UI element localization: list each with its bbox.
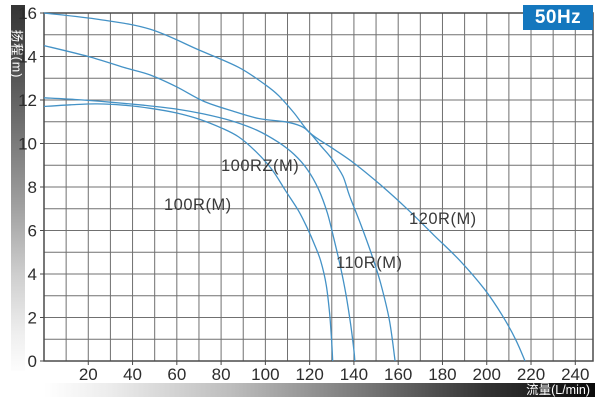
y-tick-label: 12 <box>18 91 37 110</box>
curve-label-110R(M): 110R(M) <box>336 254 403 272</box>
y-tick-label: 4 <box>28 265 37 284</box>
x-tick-label: 40 <box>123 365 142 384</box>
x-tick-label: 120 <box>295 365 323 384</box>
pump-curve-120R(M) <box>43 12 526 362</box>
x-tick-label: 80 <box>212 365 231 384</box>
y-axis-title-bar: 扬程(m) <box>10 5 25 371</box>
pump-curve-100RZ(M) <box>43 97 356 362</box>
y-tick-label: 0 <box>28 352 37 371</box>
y-tick-label: 10 <box>18 135 37 154</box>
x-tick-label: 200 <box>473 365 501 384</box>
x-tick-label: 180 <box>428 365 456 384</box>
x-tick-label: 220 <box>517 365 545 384</box>
x-axis-title: 流量(L/min) <box>526 383 590 397</box>
x-tick-label: 240 <box>561 365 589 384</box>
y-tick-label: 8 <box>28 178 37 197</box>
x-tick-label: 140 <box>340 365 368 384</box>
curve-label-120R(M): 120R(M) <box>409 210 477 228</box>
x-tick-label: 160 <box>384 365 412 384</box>
x-tick-label: 100 <box>251 365 279 384</box>
y-tick-label: 2 <box>28 309 37 328</box>
pump-curve-100R(M) <box>43 103 334 362</box>
x-axis-title-bar: 流量(L/min) <box>44 383 595 397</box>
y-tick-label: 6 <box>28 222 37 241</box>
y-tick-label: 14 <box>18 48 37 67</box>
curve-label-100R(M): 100R(M) <box>164 196 232 214</box>
y-tick-label: 16 <box>18 4 37 23</box>
curve-label-100RZ(M): 100RZ(M) <box>221 157 300 175</box>
frequency-badge: 50Hz <box>523 5 593 30</box>
x-tick-label: 20 <box>79 365 98 384</box>
x-tick-label: 60 <box>167 365 186 384</box>
